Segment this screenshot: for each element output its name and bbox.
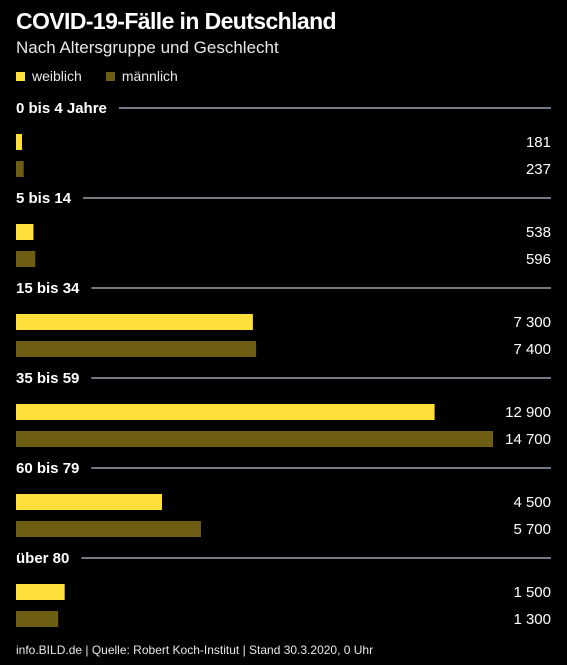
value-label-male: 7 400 <box>513 341 551 358</box>
category-label: 15 bis 34 <box>16 280 80 297</box>
bar-female <box>16 494 163 510</box>
value-label-female: 12 900 <box>505 404 551 421</box>
legend-label-male: männlich <box>121 68 178 84</box>
value-label-male: 237 <box>526 161 551 178</box>
value-label-male: 1 300 <box>513 611 551 628</box>
bar-female <box>16 224 34 240</box>
source-footer: info.BILD.de | Quelle: Robert Koch-Insti… <box>16 643 374 657</box>
value-label-male: 14 700 <box>505 431 551 448</box>
category-label: 35 bis 59 <box>16 370 79 387</box>
bar-male <box>16 521 201 537</box>
legend-swatch-female <box>16 71 25 81</box>
bar-chart: 0 bis 4 Jahre 181 237 5 bis 14 538 596 15 bis … <box>16 100 551 628</box>
value-label-female: 181 <box>526 134 551 151</box>
bar-male <box>16 431 493 447</box>
legend: weiblich männlich <box>16 68 202 84</box>
bar-male <box>16 611 59 627</box>
legend-item-female: weiblich <box>16 68 82 84</box>
bar-male <box>16 161 24 177</box>
legend-swatch-male <box>105 71 115 81</box>
value-label-female: 4 500 <box>513 494 551 511</box>
bar-female <box>16 314 253 330</box>
value-label-male: 596 <box>526 251 551 268</box>
category-label: über 80 <box>16 550 69 567</box>
value-label-male: 5 700 <box>513 521 551 538</box>
bar-female <box>16 134 22 150</box>
value-label-female: 538 <box>526 224 551 241</box>
chart-title: COVID-19-Fälle in Deutschland <box>16 8 337 34</box>
chart-subtitle: Nach Altersgruppe und Geschlecht <box>16 38 279 57</box>
category-label: 5 bis 14 <box>16 190 72 207</box>
bar-female <box>16 404 435 420</box>
category-label: 0 bis 4 Jahre <box>16 100 107 117</box>
bar-male <box>16 341 257 357</box>
value-label-female: 1 500 <box>513 584 551 601</box>
bar-female <box>16 584 65 600</box>
legend-item-male: männlich <box>105 68 178 84</box>
category-label: 60 bis 79 <box>16 460 79 477</box>
legend-label-female: weiblich <box>32 68 82 84</box>
value-label-female: 7 300 <box>513 314 551 331</box>
bar-male <box>16 251 36 267</box>
